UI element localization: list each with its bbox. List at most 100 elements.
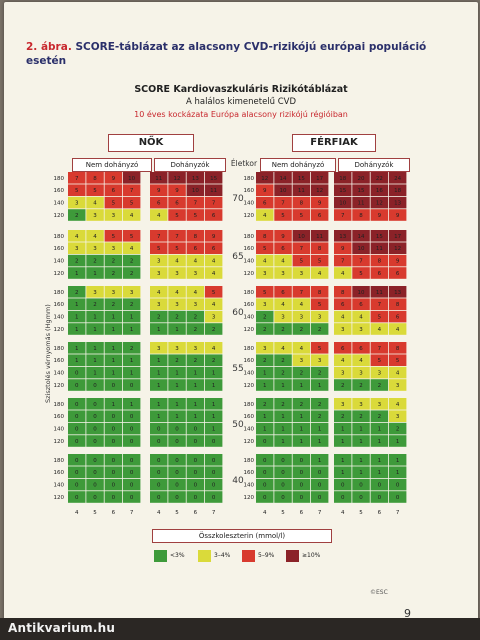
risk-cell-value: 11 <box>376 290 383 296</box>
risk-cell <box>388 422 407 435</box>
risk-cell <box>104 435 123 447</box>
risk-cell <box>370 310 389 323</box>
risk-cell-value: 8 <box>359 213 363 219</box>
risk-cell-value: 1 <box>93 327 97 333</box>
risk-cell-value: 1 <box>130 327 134 333</box>
risk-cell <box>310 172 329 184</box>
risk-cell-value: 1 <box>75 302 79 308</box>
risk-cell <box>68 298 86 310</box>
risk-cell <box>122 184 141 196</box>
risk-cell <box>168 184 186 196</box>
risk-cell <box>310 209 329 221</box>
risk-cell <box>168 398 186 410</box>
risk-cell-value: 3 <box>212 315 216 321</box>
risk-cell-value: 13 <box>339 234 346 240</box>
risk-cell-value: 2 <box>130 271 134 277</box>
risk-cell <box>150 242 168 254</box>
risk-cell-value: 5 <box>112 201 116 207</box>
risk-cell <box>256 196 274 209</box>
bp-label: 140 <box>244 315 255 321</box>
risk-cell-value: 6 <box>175 201 179 207</box>
risk-cell <box>186 323 205 335</box>
risk-cell <box>86 323 104 335</box>
bp-label: 180 <box>244 234 255 240</box>
risk-cell <box>352 410 370 422</box>
risk-cell <box>274 172 292 184</box>
risk-cell-value: 0 <box>341 495 345 501</box>
age-label: 60 <box>232 308 244 318</box>
risk-cell <box>204 172 223 184</box>
risk-cell-value: 1 <box>396 470 400 476</box>
risk-cell-value: 6 <box>112 188 116 194</box>
risk-cell-value: 0 <box>75 383 79 389</box>
risk-cell-value: 0 <box>112 427 116 433</box>
risk-cell-value: 12 <box>394 246 401 252</box>
risk-cell <box>150 354 168 366</box>
risk-cell-value: 0 <box>112 439 116 445</box>
risk-cell <box>388 230 407 242</box>
risk-cell <box>86 379 104 391</box>
risk-cell <box>292 286 311 298</box>
risk-cell-value: 2 <box>212 358 216 364</box>
risk-cell <box>150 422 168 435</box>
risk-cell <box>122 286 141 298</box>
risk-cell <box>122 230 141 242</box>
risk-cell-value: 14 <box>358 234 365 240</box>
risk-cell-value: 4 <box>212 259 216 265</box>
risk-cell <box>310 422 329 435</box>
risk-cell <box>292 323 311 335</box>
risk-cell-value: 17 <box>394 234 401 240</box>
risk-cell-value: 7 <box>175 234 179 240</box>
cholesterol-tick: 4 <box>75 510 79 516</box>
risk-cell <box>150 267 168 279</box>
risk-cell-value: 0 <box>93 427 97 433</box>
risk-cell <box>122 323 141 335</box>
risk-cell <box>292 454 311 466</box>
risk-cell-value: 5 <box>396 358 400 364</box>
risk-cell <box>256 454 274 466</box>
risk-cell <box>104 323 123 335</box>
risk-cell-value: 5 <box>378 315 382 321</box>
risk-cell-value: 12 <box>376 201 383 207</box>
risk-cell <box>150 172 168 184</box>
bp-label: 180 <box>54 346 65 352</box>
cholesterol-tick: 6 <box>378 510 382 516</box>
risk-cell-value: 5 <box>300 213 304 219</box>
risk-cell <box>352 398 370 410</box>
risk-cell-value: 3 <box>93 290 97 296</box>
legend-item-high: 5–9% <box>242 550 284 562</box>
risk-cell <box>256 298 274 310</box>
risk-cell <box>104 398 123 410</box>
risk-cell <box>150 435 168 447</box>
risk-cell <box>168 379 186 391</box>
risk-cell <box>334 286 352 298</box>
risk-cell <box>150 209 168 221</box>
risk-cell-value: 0 <box>130 470 134 476</box>
risk-cell <box>168 298 186 310</box>
risk-cell-value: 0 <box>378 495 382 501</box>
risk-cell-value: 1 <box>112 371 116 377</box>
risk-cell-value: 2 <box>318 414 322 420</box>
risk-cell-value: 6 <box>318 213 322 219</box>
risk-cell-value: 1 <box>378 439 382 445</box>
risk-cell-value: 0 <box>157 495 161 501</box>
risk-cell <box>86 398 104 410</box>
risk-cell <box>168 491 186 503</box>
legend-item-low: <3% <box>154 550 196 562</box>
risk-cell <box>370 466 389 478</box>
cholesterol-tick: 5 <box>359 510 363 516</box>
bp-label: 140 <box>244 427 255 433</box>
risk-cell-value: 1 <box>378 470 382 476</box>
risk-cell-value: 12 <box>174 176 181 182</box>
risk-cell <box>122 410 141 422</box>
risk-cell <box>168 209 186 221</box>
bp-label: 120 <box>54 327 65 333</box>
risk-cell <box>186 267 205 279</box>
risk-cell-value: 6 <box>396 271 400 277</box>
risk-cell <box>256 379 274 391</box>
risk-cell-value: 0 <box>194 483 198 489</box>
risk-cell-value: 0 <box>300 458 304 464</box>
risk-cell-value: 1 <box>157 371 161 377</box>
risk-cell-value: 11 <box>358 201 365 207</box>
cholesterol-tick: 4 <box>263 510 267 516</box>
